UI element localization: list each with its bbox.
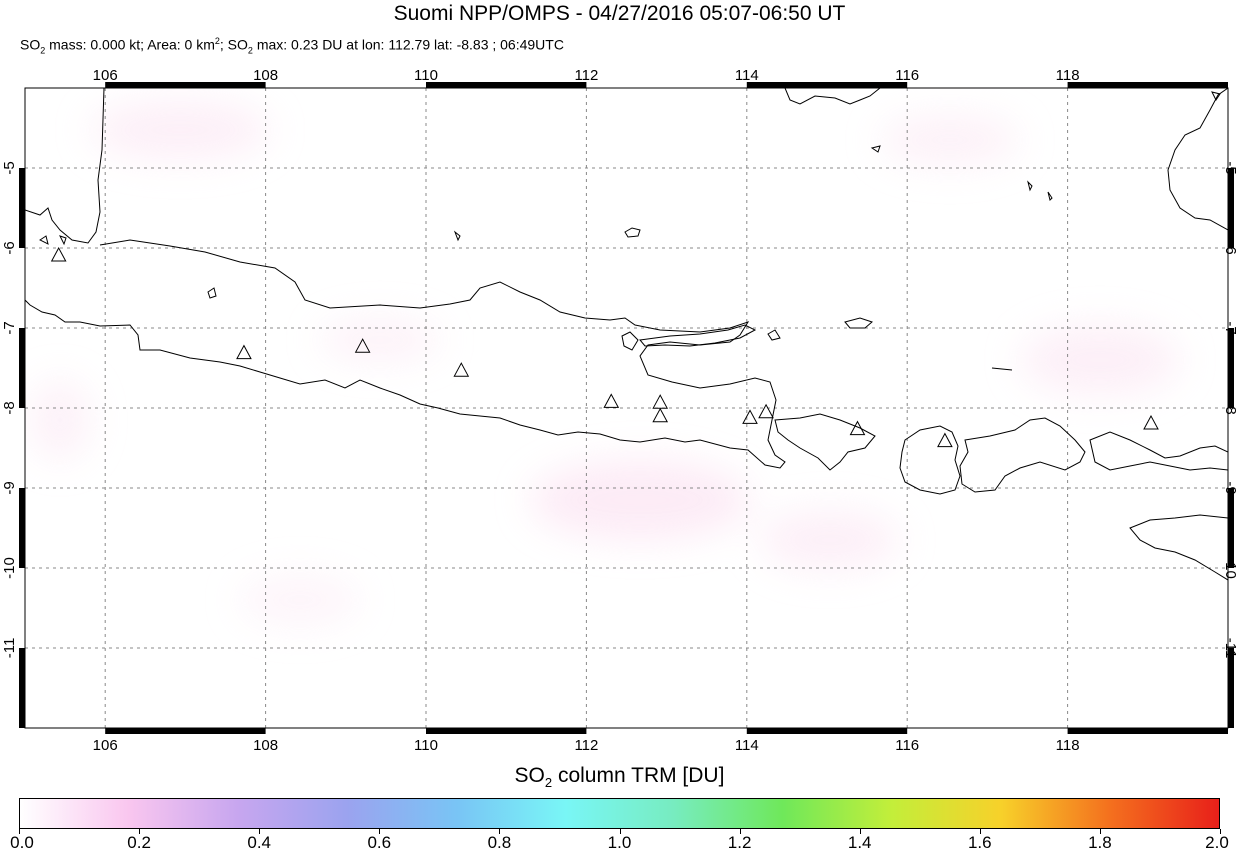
volcano-triangle-icon (849, 420, 866, 436)
ruler-segment (19, 168, 25, 248)
lat-tick-label-right: -5 (1222, 161, 1239, 174)
lat-tick-label-left: -9 (1, 481, 18, 494)
lon-tick-label-top: 112 (574, 67, 598, 84)
lon-tick-label-bottom: 114 (735, 737, 759, 754)
lon-tick-label-bottom: 116 (895, 737, 919, 754)
colorbar-tick-label: 0.6 (367, 833, 392, 852)
lat-tick-label-left: -7 (1, 321, 18, 334)
lat-tick-label-left: -8 (1, 401, 18, 414)
lon-tick-label-bottom: 118 (1056, 737, 1080, 754)
lon-tick-label-top: 106 (93, 67, 118, 84)
lat-tick-label-right: -10 (1222, 557, 1239, 579)
volcano-triangle-icon (1143, 414, 1159, 430)
ruler-segment (1228, 488, 1234, 568)
colorbar-tick-mark (259, 829, 261, 834)
colorbar-tick-mark (499, 829, 501, 834)
lon-tick-label-bottom: 110 (414, 737, 438, 754)
ruler-segment (746, 728, 908, 734)
lon-tick-label-top: 110 (414, 67, 438, 84)
lon-tick-label-bottom: 112 (574, 737, 598, 754)
lon-tick-label-bottom: 108 (253, 737, 278, 754)
lat-tick-label-left: -11 (1, 638, 18, 659)
colorbar-tick-label: 1.4 (847, 833, 872, 852)
volcano-triangle-icon (50, 246, 67, 262)
ruler-segment (105, 728, 266, 734)
ruler-segment (426, 82, 587, 88)
ruler-segment (746, 82, 908, 88)
lon-tick-label-top: 118 (1056, 67, 1080, 84)
volcano-triangle-icon (354, 338, 371, 353)
colorbar-title-subscript: 2 (544, 775, 553, 791)
map-title: Suomi NPP/OMPS - 04/27/2016 05:07-06:50 … (393, 2, 846, 25)
lat-tick-label-right: -8 (1222, 401, 1239, 414)
lat-tick-label-right: -9 (1222, 481, 1239, 494)
ruler-segment (1228, 648, 1234, 728)
ruler-segment (1067, 728, 1228, 734)
area-exponent: 2 (214, 36, 220, 46)
so2-haze (30, 100, 1180, 625)
colorbar-tick-mark (19, 829, 20, 834)
so2-max-value: max: 0.23 DU at lon: 112.79 lat: -8.83 ;… (252, 36, 564, 53)
map-subtitle: SO2 mass: 0.000 kt; Area: 0 km2; SO2 max… (20, 36, 564, 55)
colorbar-tick-label: 2.0 (1205, 833, 1229, 852)
axis-tick-labels: 106 106 108 108 110 110 112 112 114 114 116 116 118 1… (1, 67, 1239, 754)
colorbar-tick-mark (979, 829, 981, 834)
colorbar-tick-label: 1.2 (727, 833, 752, 852)
volcano-triangle-icon (742, 409, 758, 424)
lon-tick-label-top: 114 (735, 67, 759, 84)
colorbar-title-rest: column TRM [DU] (552, 764, 725, 787)
lat-tick-label-right: -7 (1222, 321, 1239, 334)
volcano-markers (50, 246, 1159, 448)
lat-tick-label-right: -11 (1222, 638, 1239, 659)
colorbar-tick-mark (619, 829, 621, 834)
ruler-segment (105, 82, 266, 88)
colorbar-tick-label: 1.8 (1088, 833, 1112, 852)
ruler-segment (19, 648, 25, 728)
colorbar-tick-mark (739, 829, 741, 834)
colorbar-tick-label: 0.4 (247, 833, 272, 852)
volcano-triangle-icon (603, 393, 620, 408)
ruler-segment (1228, 328, 1234, 408)
colorbar-title: SO2 column TRM [DU] (0, 764, 1239, 790)
ruler-segment (19, 328, 25, 408)
volcano-triangle-icon (236, 344, 252, 360)
volcano-triangle-icon (652, 394, 669, 409)
colorbar-tick-mark (859, 829, 861, 834)
ruler-segment (1228, 168, 1234, 248)
volcano-triangle-icon (453, 362, 470, 377)
colorbar-tick-mark (1099, 829, 1101, 834)
lat-tick-label-left: -5 (1, 161, 18, 174)
colorbar (19, 798, 1220, 829)
lat-tick-label-right: -6 (1222, 241, 1239, 254)
volcano-triangle-icon (937, 432, 953, 448)
so2-mass-label: SO (20, 36, 41, 53)
so2-subscript: 2 (40, 45, 46, 56)
so2-map: 106 106 108 108 110 110 112 112 114 114 116 116 118 1… (1, 67, 1239, 754)
coastlines (25, 88, 1228, 581)
so2-subscript: 2 (247, 45, 253, 56)
ruler-segment (19, 488, 25, 568)
colorbar-tick-mark (139, 829, 141, 834)
colorbar-tick-label: 0.2 (127, 833, 151, 852)
volcano-triangle-icon (758, 403, 774, 419)
colorbar-tick-label: 1.0 (607, 833, 632, 852)
lon-tick-label-bottom: 106 (93, 737, 118, 754)
lat-tick-label-left: -10 (1, 557, 18, 579)
colorbar-tick-label: 0.0 (10, 833, 34, 852)
colorbar-tick-mark (1220, 829, 1221, 834)
axis-rulers (19, 82, 1234, 734)
lat-tick-label-left: -6 (1, 241, 18, 254)
so2-mass-value: mass: 0.000 kt; Area: 0 km (45, 36, 215, 53)
colorbar-title-so: SO (514, 764, 545, 787)
ruler-segment (426, 728, 587, 734)
so2-max-label: ; SO (219, 36, 248, 53)
lon-tick-label-top: 116 (895, 67, 919, 84)
colorbar-tick-label: 1.6 (967, 833, 992, 852)
volcano-triangle-icon (652, 407, 669, 423)
colorbar-tick-mark (379, 829, 381, 834)
lon-tick-label-top: 108 (253, 67, 278, 84)
ruler-segment (1067, 82, 1228, 88)
graticule (25, 88, 1228, 728)
colorbar-tick-label: 0.8 (487, 833, 512, 852)
